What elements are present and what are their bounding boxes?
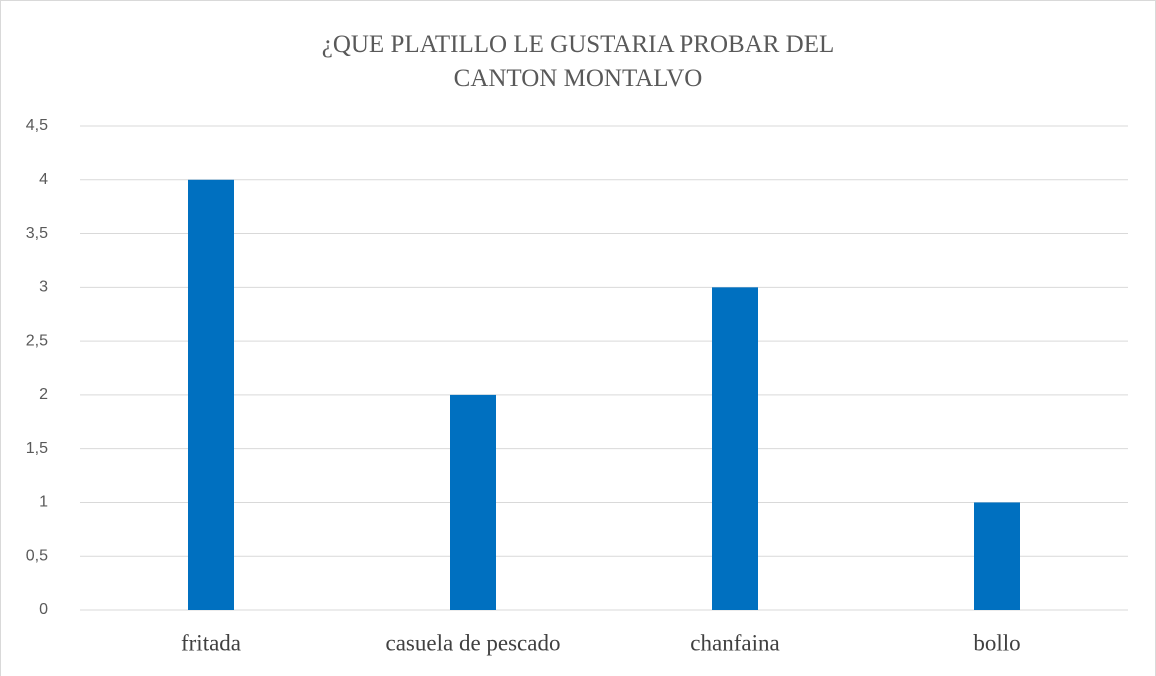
bar bbox=[450, 394, 496, 610]
y-tick-label: 3 bbox=[39, 279, 48, 296]
y-tick-label: 4 bbox=[39, 171, 48, 188]
y-tick-label: 4,5 bbox=[26, 117, 48, 134]
x-tick-label: casuela de pescado bbox=[386, 630, 561, 655]
y-tick-label: 3,5 bbox=[26, 225, 48, 242]
y-tick-label: 2 bbox=[39, 386, 48, 403]
x-tick-label: bollo bbox=[973, 630, 1020, 655]
y-tick-label: 2,5 bbox=[26, 332, 48, 349]
y-tick-label: 0,5 bbox=[26, 547, 48, 564]
x-tick-label: fritada bbox=[181, 630, 241, 655]
bar bbox=[974, 502, 1020, 610]
bar bbox=[188, 179, 234, 610]
y-tick-label: 1 bbox=[39, 494, 48, 511]
chart-title: ¿QUE PLATILLO LE GUSTARIA PROBAR DEL CAN… bbox=[321, 31, 835, 92]
x-tick-label: chanfaina bbox=[690, 630, 779, 655]
y-tick-label: 0 bbox=[39, 601, 48, 618]
bar bbox=[712, 287, 758, 610]
y-tick-label: 1,5 bbox=[26, 440, 48, 457]
